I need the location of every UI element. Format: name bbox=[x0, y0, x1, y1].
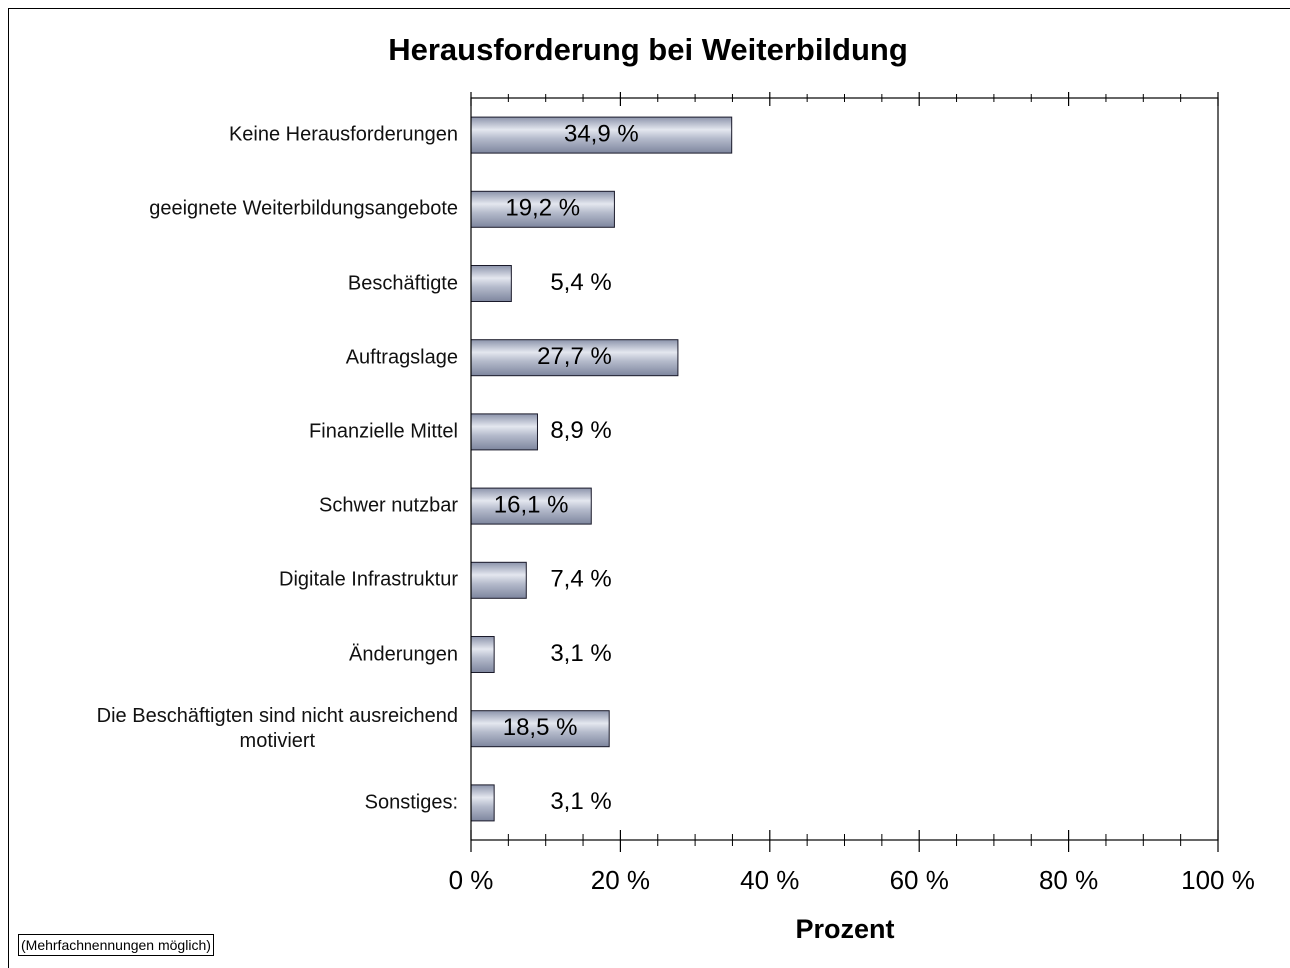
bar bbox=[470, 190, 615, 228]
y-tick-label: Finanzielle Mittel bbox=[309, 420, 458, 443]
value-label: 5,4 % bbox=[550, 269, 611, 296]
frame bbox=[8, 8, 1290, 968]
y-tick-label: geeignete Weiterbildungsangebote bbox=[149, 197, 458, 220]
bar bbox=[470, 413, 538, 451]
value-label: 3,1 % bbox=[550, 640, 611, 667]
y-tick-label: Schwer nutzbar bbox=[319, 494, 458, 517]
x-tick-label: 100 % bbox=[1181, 865, 1255, 895]
y-tick-label: Die Beschäftigten sind nicht ausreichend… bbox=[96, 704, 458, 752]
value-label: 19,2 % bbox=[505, 195, 580, 222]
y-tick-label: Beschäftigte bbox=[347, 272, 458, 294]
y-tick-label: Digitale Infrastruktur bbox=[279, 568, 458, 591]
bar bbox=[470, 116, 733, 154]
bar bbox=[470, 265, 512, 302]
value-label: 3,1 % bbox=[550, 788, 611, 815]
value-label: 8,9 % bbox=[550, 417, 611, 444]
y-tick-label: Auftragslage bbox=[345, 346, 458, 369]
x-tick-label: 80 % bbox=[1039, 865, 1098, 895]
value-label: 7,4 % bbox=[550, 566, 611, 593]
value-label: 16,1 % bbox=[494, 491, 569, 518]
note: (Mehrfachnennungen möglich) bbox=[18, 934, 214, 956]
x-tick-label: 0 % bbox=[449, 865, 494, 895]
y-tick-label: Sonstiges: bbox=[364, 791, 458, 814]
x-tick-label: 40 % bbox=[740, 865, 799, 895]
chart-title: Herausforderung bei Weiterbildung bbox=[388, 32, 908, 67]
bar bbox=[470, 487, 592, 525]
x-tick-label: 60 % bbox=[890, 865, 949, 895]
x-axis-label: Prozent bbox=[795, 914, 894, 944]
value-label: 34,9 % bbox=[564, 120, 639, 147]
bar bbox=[470, 561, 527, 599]
x-tick-label: 20 % bbox=[591, 865, 650, 895]
value-label: 27,7 % bbox=[537, 343, 612, 370]
bar bbox=[470, 784, 495, 822]
value-label: 18,5 % bbox=[503, 714, 578, 741]
y-tick-label: Änderungen bbox=[349, 643, 458, 665]
bar bbox=[470, 710, 610, 748]
bar bbox=[470, 636, 495, 673]
y-tick-label: Keine Herausforderungen bbox=[228, 123, 458, 146]
